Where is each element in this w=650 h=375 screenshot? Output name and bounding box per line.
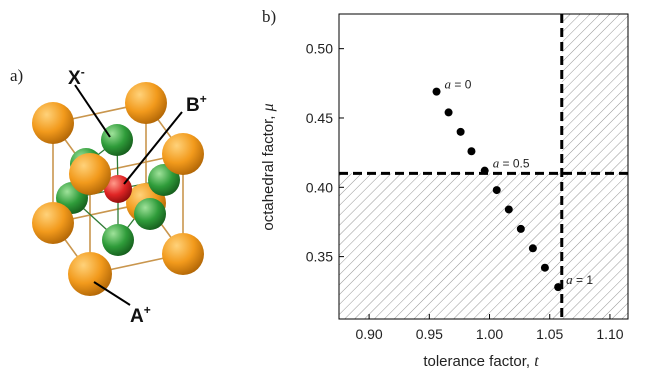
hatched-region xyxy=(339,173,562,319)
tolerance-factor-chart: b) 0.90 0.95 1.00 1.05 1.10 0.35 0.40 0.45 0.50… xyxy=(260,7,629,370)
label-pointers xyxy=(74,84,183,306)
x-ion-label: X- xyxy=(68,65,85,89)
hatched-region xyxy=(561,14,628,319)
data-points xyxy=(432,87,563,292)
x-tick-label: 0.95 xyxy=(416,326,443,342)
a-site-atom xyxy=(125,82,167,124)
a-ion-label: A+ xyxy=(130,303,151,327)
x-tick-label: 1.00 xyxy=(476,326,503,342)
y-axis-ticks: 0.35 0.40 0.45 0.50 xyxy=(306,41,344,265)
y-axis-title: octahedral factor, μ xyxy=(260,103,277,230)
a-site-atom xyxy=(32,102,74,144)
hatched-regions xyxy=(339,14,628,319)
plot-frame xyxy=(338,13,629,320)
data-point xyxy=(492,186,501,195)
y-tick-label: 0.35 xyxy=(306,249,333,265)
data-point xyxy=(432,87,441,96)
data-point xyxy=(480,166,489,175)
a-site-atom xyxy=(69,153,111,195)
data-point xyxy=(504,205,513,214)
x-site-atom xyxy=(101,124,133,156)
data-point xyxy=(516,224,525,233)
a-site-atom xyxy=(162,233,204,275)
panel-b-label: b) xyxy=(262,7,276,26)
y-tick-label: 0.50 xyxy=(306,41,333,57)
data-point xyxy=(540,263,549,272)
x-axis-title: tolerance factor, t xyxy=(423,353,539,370)
annotations: a = 0 a = 0.5 a = 1 xyxy=(445,77,594,287)
point-annotation: a = 0.5 xyxy=(493,156,530,171)
data-point xyxy=(528,244,537,253)
a-site-atom xyxy=(68,252,112,296)
x-site-atom xyxy=(134,198,166,230)
x-site-atom xyxy=(102,224,134,256)
data-point xyxy=(444,108,453,117)
y-tick-label: 0.40 xyxy=(306,179,333,195)
data-point xyxy=(554,283,563,292)
panel-a-label: a) xyxy=(10,66,23,85)
point-annotation: a = 0 xyxy=(445,77,472,92)
data-point xyxy=(456,127,465,136)
b-ion-label: B+ xyxy=(186,92,207,116)
data-point xyxy=(467,147,476,156)
x-tick-label: 1.05 xyxy=(536,326,563,342)
x-tick-label: 1.10 xyxy=(596,326,623,342)
crystal-structure-panel: a) xyxy=(10,65,207,327)
x-tick-label: 0.90 xyxy=(355,326,382,342)
x-site-atom xyxy=(148,164,180,196)
y-tick-label: 0.45 xyxy=(306,110,333,126)
a-site-atom xyxy=(32,202,74,244)
a-site-atom xyxy=(162,133,204,175)
point-annotation: a = 1 xyxy=(566,272,593,287)
x-axis-ticks: 0.90 0.95 1.00 1.05 1.10 xyxy=(355,314,624,342)
